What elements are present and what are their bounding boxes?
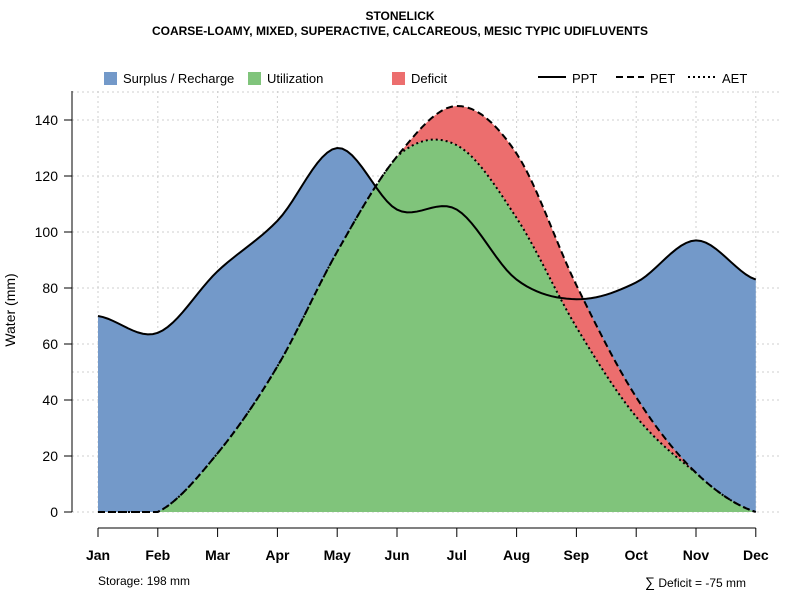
- legend-deficit: Deficit: [392, 71, 447, 86]
- legend-ppt-line: [538, 76, 566, 78]
- series-line-ppt: [97, 146, 757, 336]
- legend-aet-label: AET: [722, 71, 748, 86]
- x-tick-label: Mar: [205, 547, 230, 563]
- y-axis-label: Water (mm): [2, 273, 18, 346]
- y-tick-label: 140: [35, 112, 59, 128]
- legend-utilization: Utilization: [248, 71, 323, 86]
- sum-symbol: ∑: [645, 574, 655, 590]
- x-tick-label: May: [324, 547, 351, 563]
- legend-ppt-label: PPT: [572, 71, 598, 86]
- legend-surplus: Surplus / Recharge: [104, 71, 234, 86]
- y-tick-label: 40: [42, 392, 58, 408]
- legend-pet-line: [616, 76, 644, 78]
- y-tick-label: 20: [42, 448, 58, 464]
- x-tick-label: Jan: [86, 547, 110, 563]
- x-tick-label: Sep: [564, 547, 590, 563]
- y-tick-label: 100: [35, 224, 59, 240]
- series-line-aet: [98, 138, 757, 513]
- legend-deficit-swatch: [392, 72, 405, 85]
- y-tick-label: 80: [42, 280, 58, 296]
- x-tick-label: Jun: [385, 547, 410, 563]
- x-tick-label: Oct: [625, 547, 649, 563]
- legend-aet: AET: [688, 71, 747, 86]
- x-tick-label: Aug: [503, 547, 530, 563]
- x-tick-label: Dec: [743, 547, 769, 563]
- chart-title: STONELICK: [365, 9, 435, 23]
- deficit-annotation-text: Deficit = -75 mm: [658, 576, 747, 590]
- legend-surplus-swatch: [104, 72, 117, 85]
- y-tick-label: 120: [35, 168, 59, 184]
- y-tick-label: 0: [50, 504, 58, 520]
- legend-pet: PET: [616, 71, 675, 86]
- chart-subtitle: COARSE-LOAMY, MIXED, SUPERACTIVE, CALCAR…: [151, 24, 649, 38]
- legend-surplus-label: Surplus / Recharge: [123, 71, 235, 86]
- storage-annotation: Storage: 198 mm: [98, 574, 191, 588]
- legend-utilization-swatch: [248, 72, 261, 85]
- x-tick-label: Feb: [145, 547, 170, 563]
- deficit-annotation: ∑ Deficit = -75 mm: [645, 574, 746, 590]
- legend-utilization-label: Utilization: [267, 71, 324, 86]
- utilization-area: [98, 139, 756, 512]
- legend-deficit-label: Deficit: [411, 71, 448, 86]
- x-tick-label: Nov: [683, 547, 710, 563]
- x-tick-label: Jul: [447, 547, 467, 563]
- x-tick-label: Apr: [265, 547, 290, 563]
- legend-pet-label: PET: [650, 71, 676, 86]
- y-tick-label: 60: [42, 336, 58, 352]
- legend-ppt: PPT: [538, 71, 597, 86]
- series-line-pet: [98, 104, 757, 513]
